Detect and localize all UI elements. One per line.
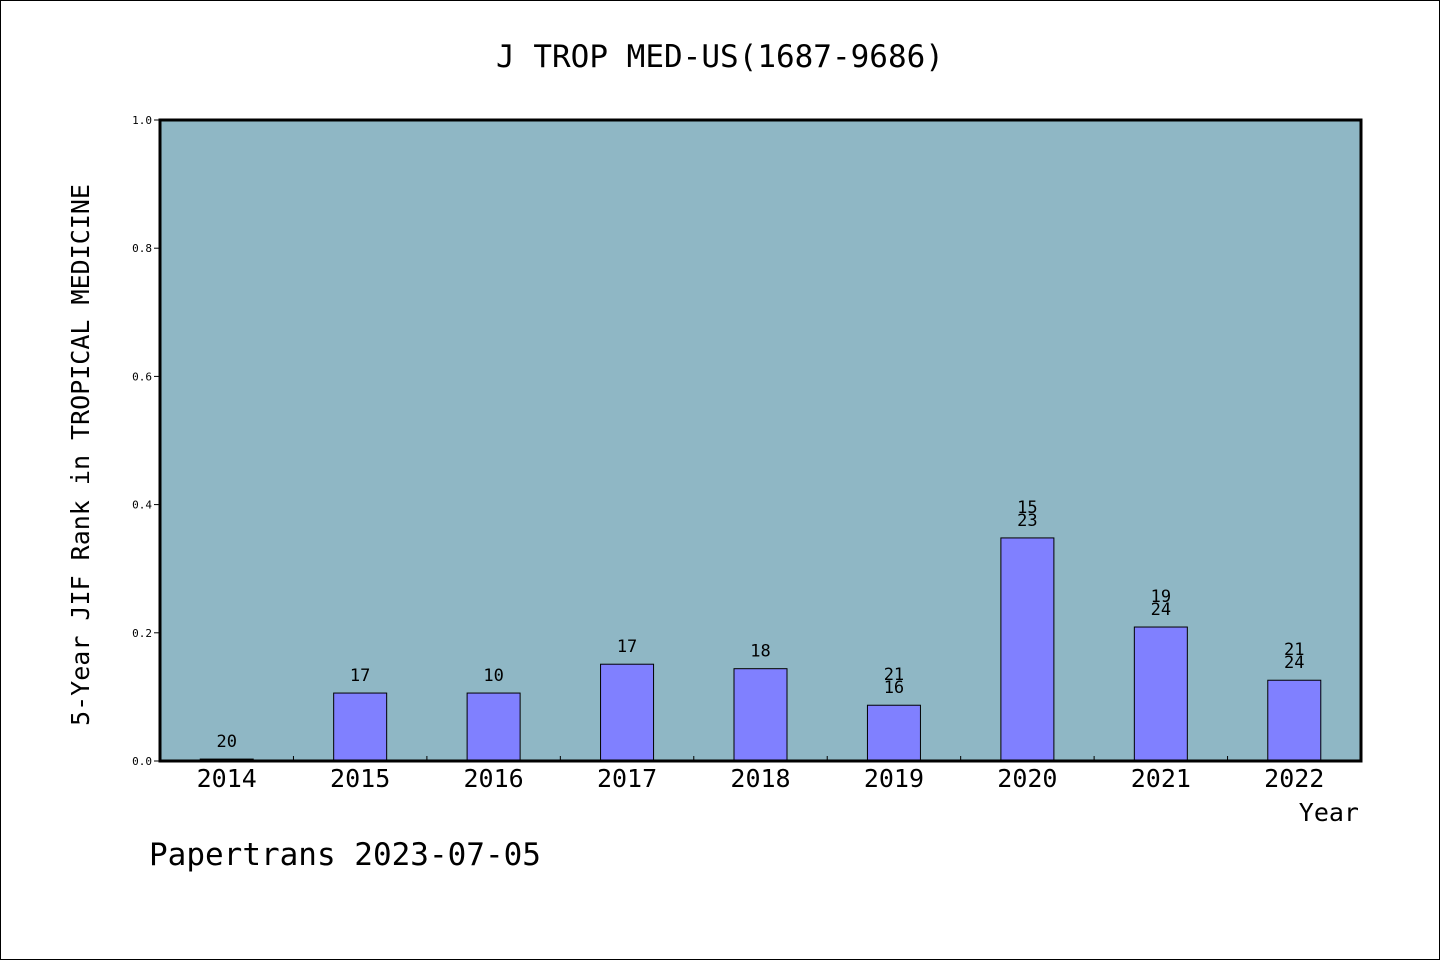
bar-rank-label: 24 bbox=[1284, 653, 1304, 673]
x-tick-label: 2017 bbox=[597, 764, 657, 793]
bar-rank-label: 16 bbox=[884, 678, 904, 698]
x-tick-label: 2021 bbox=[1131, 764, 1191, 793]
x-tick-label: 2018 bbox=[730, 764, 790, 793]
x-axis: 2014 2015 2016 2017 2018 2019 2020 2021 2022 bbox=[197, 756, 1324, 793]
bar-rank-label: 21 bbox=[884, 665, 904, 685]
plot-border bbox=[158, 118, 1363, 763]
x-tick-label: 2019 bbox=[864, 764, 924, 793]
bar-rank-label: 20 bbox=[216, 732, 236, 752]
bar-2021 bbox=[1133, 626, 1188, 762]
bar-rank-label: 21 bbox=[1284, 640, 1304, 660]
y-tick-label: 0.4 bbox=[132, 499, 152, 512]
bar-rank-label: 24 bbox=[1151, 600, 1171, 620]
x-tick-label: 2016 bbox=[464, 764, 524, 793]
bar-rank-label: 19 bbox=[1151, 587, 1171, 607]
bar-rank-label: 17 bbox=[617, 637, 637, 657]
chart-title: J TROP MED-US(1687-9686) bbox=[496, 39, 944, 75]
y-tick-label: 0.2 bbox=[132, 627, 152, 640]
y-tick-label: 0.0 bbox=[132, 755, 152, 768]
x-tick-label: 2014 bbox=[197, 764, 257, 793]
bar-2016 bbox=[466, 692, 521, 762]
footer-credit: Papertrans 2023-07-05 bbox=[149, 837, 541, 873]
x-tick-label: 2022 bbox=[1264, 764, 1324, 793]
bar-2018 bbox=[733, 668, 788, 762]
x-tick-label: 2015 bbox=[330, 764, 390, 793]
y-axis-label: 5-Year JIF Rank in TROPICAL MEDICINE bbox=[66, 184, 95, 726]
bar-2022 bbox=[1267, 679, 1322, 762]
bar-rank-label: 18 bbox=[750, 642, 770, 662]
bar-rank-label: 17 bbox=[350, 666, 370, 686]
bar-rank-label: 10 bbox=[483, 666, 503, 686]
y-tick-label: 0.6 bbox=[132, 370, 152, 383]
x-axis-label: Year bbox=[1299, 798, 1359, 827]
bar-2015 bbox=[333, 692, 388, 762]
y-tick-label: 1.0 bbox=[132, 114, 152, 127]
x-tick-label: 2020 bbox=[997, 764, 1057, 793]
bar-rank-label: 23 bbox=[1017, 511, 1037, 531]
bar-2019 bbox=[866, 704, 921, 762]
bar-rank-label: 15 bbox=[1017, 498, 1037, 518]
y-axis: 0.0 0.2 0.4 0.6 0.8 1.0 bbox=[132, 114, 160, 768]
bar-2020 bbox=[1000, 537, 1055, 762]
bars-layer bbox=[199, 537, 1322, 762]
y-tick-label: 0.8 bbox=[132, 242, 152, 255]
bar-2017 bbox=[600, 663, 655, 762]
